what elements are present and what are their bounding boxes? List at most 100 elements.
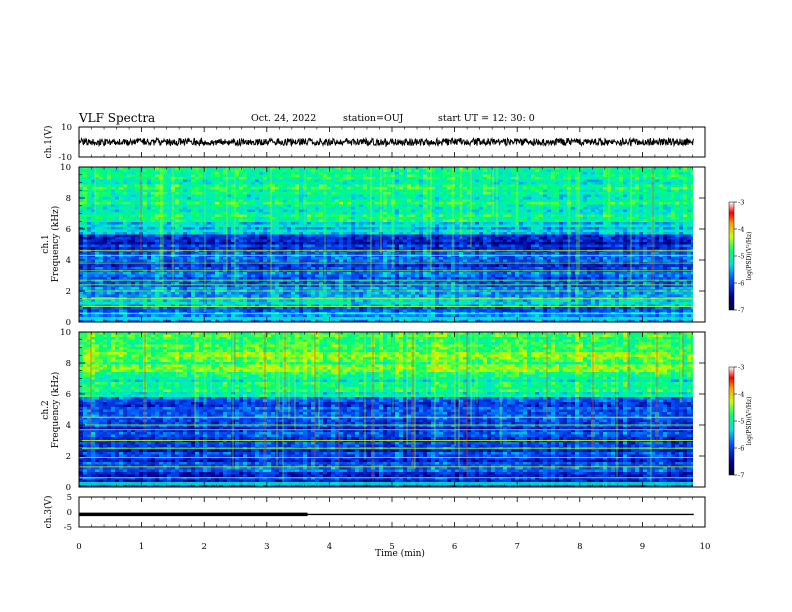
psd-cell xyxy=(215,302,220,305)
psd-cell xyxy=(179,184,184,188)
psd-cell xyxy=(211,167,216,170)
psd-cell xyxy=(207,257,212,260)
psd-cell xyxy=(343,309,348,313)
psd-cell xyxy=(187,182,192,185)
psd-cell xyxy=(143,294,148,298)
psd-cell xyxy=(335,259,340,263)
psd-cell xyxy=(115,199,120,203)
psd-cell xyxy=(251,292,256,295)
psd-cell xyxy=(99,177,104,180)
psd-cell xyxy=(227,204,232,208)
psd-cell xyxy=(359,169,364,173)
psd-cell xyxy=(283,224,288,228)
psd-cell xyxy=(359,224,364,228)
psd-cell xyxy=(255,184,260,188)
psd-cell xyxy=(351,242,356,245)
psd-cell xyxy=(103,187,108,190)
psd-cell xyxy=(271,189,276,193)
psd-cell xyxy=(371,217,376,220)
psd-cell xyxy=(343,307,348,310)
psd-cell xyxy=(99,309,104,313)
psd-cell xyxy=(231,199,236,203)
psd-cell xyxy=(83,257,88,260)
psd-cell xyxy=(167,282,172,285)
psd-cell xyxy=(127,197,132,200)
psd-cell xyxy=(187,187,192,190)
psd-cell xyxy=(231,207,236,210)
psd-cell xyxy=(151,192,156,195)
psd-cell xyxy=(295,254,300,258)
psd-cell xyxy=(91,217,96,220)
psd-cell xyxy=(163,212,168,215)
psd-cell xyxy=(251,274,256,278)
psd-cell xyxy=(231,189,236,193)
psd-cell xyxy=(175,174,180,178)
psd-cell xyxy=(199,257,204,260)
psd-cell xyxy=(215,259,220,263)
psd-cell xyxy=(279,202,284,205)
psd-cell xyxy=(239,219,244,223)
psd-cell xyxy=(367,222,372,225)
psd-cell xyxy=(359,314,364,318)
psd-cell xyxy=(187,192,192,195)
psd-cell xyxy=(307,244,312,248)
psd-cell xyxy=(83,169,88,173)
psd-cell xyxy=(239,227,244,230)
psd-cell xyxy=(87,232,92,235)
psd-cell xyxy=(207,302,212,305)
psd-cell xyxy=(255,252,260,255)
psd-cell xyxy=(239,239,244,243)
psd-cell xyxy=(271,309,276,313)
psd-cell xyxy=(135,239,140,243)
psd-cell xyxy=(143,177,148,180)
psd-cell xyxy=(299,184,304,188)
psd-cell xyxy=(143,189,148,193)
psd-cell xyxy=(167,217,172,220)
psd-cell xyxy=(295,207,300,210)
psd-cell xyxy=(319,299,324,303)
psd-cell xyxy=(267,204,272,208)
psd-cell xyxy=(111,199,116,203)
psd-cell xyxy=(147,192,152,195)
psd-cell xyxy=(143,222,148,225)
station-label: station=OUJ xyxy=(343,113,404,124)
psd-cell xyxy=(247,197,252,200)
psd-cell xyxy=(127,174,132,178)
psd-cell xyxy=(263,272,268,275)
psd-cell xyxy=(371,187,376,190)
psd-cell xyxy=(383,282,388,285)
psd-cell xyxy=(235,204,240,208)
psd-cell xyxy=(315,274,320,278)
psd-cell xyxy=(95,217,100,220)
psd-cell xyxy=(291,219,296,223)
psd-cell xyxy=(115,222,120,225)
psd-cell xyxy=(143,227,148,230)
psd-cell xyxy=(319,309,324,313)
psd-cell xyxy=(371,254,376,258)
psd-cell xyxy=(283,247,288,250)
psd-cell xyxy=(99,172,104,175)
psd-cell xyxy=(323,314,328,318)
psd-cell xyxy=(271,219,276,223)
psd-cell xyxy=(163,282,168,285)
psd-cell xyxy=(291,174,296,178)
psd-cell xyxy=(135,237,140,240)
psd-cell xyxy=(263,284,268,288)
psd-cell xyxy=(347,214,352,218)
psd-cell xyxy=(103,177,108,180)
psd-cell xyxy=(143,187,148,190)
psd-cell xyxy=(331,264,336,268)
psd-cell xyxy=(287,319,292,322)
psd-cell xyxy=(183,302,188,305)
psd-cell xyxy=(335,314,340,318)
psd-cell xyxy=(363,187,368,190)
psd-cell xyxy=(287,299,292,303)
psd-cell xyxy=(235,304,240,308)
psd-cell xyxy=(347,177,352,180)
psd-cell xyxy=(119,174,124,178)
psd-cell xyxy=(351,304,356,308)
psd-cell xyxy=(95,299,100,303)
psd-cell xyxy=(303,307,308,310)
psd-cell xyxy=(367,299,372,303)
psd-cell xyxy=(259,182,264,185)
